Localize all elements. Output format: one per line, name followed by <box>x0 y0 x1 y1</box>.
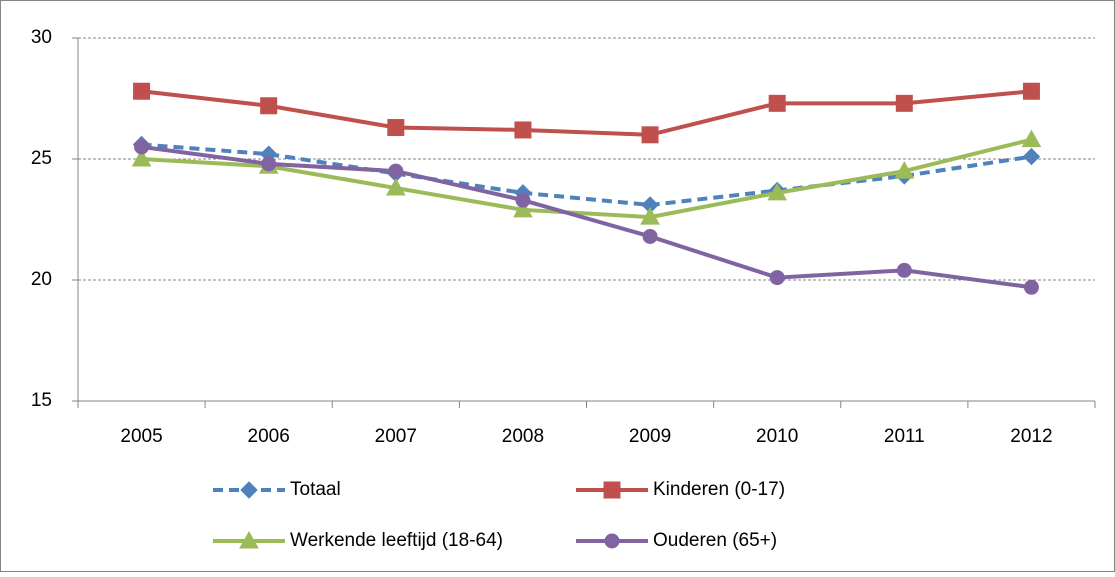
legend-label: Ouderen (65+) <box>653 530 777 551</box>
marker <box>640 207 660 225</box>
marker <box>239 530 259 549</box>
marker <box>133 82 151 100</box>
series-line <box>141 89 1032 137</box>
series-line <box>141 142 1032 207</box>
marker <box>767 182 788 201</box>
marker <box>134 139 150 155</box>
series-line <box>141 144 1032 290</box>
marker <box>261 156 277 172</box>
marker <box>895 94 913 112</box>
legend-label: Kinderen (0-17) <box>653 479 785 500</box>
marker <box>131 148 152 167</box>
marker <box>894 161 915 179</box>
y-tick-label: 30 <box>31 27 52 48</box>
marker <box>641 126 659 144</box>
marker <box>769 270 785 286</box>
x-tick-label: 2007 <box>375 426 417 447</box>
x-tick-label: 2012 <box>1010 426 1052 447</box>
x-tick-label: 2010 <box>756 426 798 447</box>
series-line <box>141 137 1032 220</box>
marker <box>603 481 621 499</box>
marker <box>1021 129 1042 148</box>
marker <box>1023 279 1039 295</box>
x-tick-label: 2006 <box>248 426 290 447</box>
marker <box>513 199 533 218</box>
marker <box>385 178 406 196</box>
marker <box>515 192 531 208</box>
legend-label: Totaal <box>290 479 341 500</box>
x-tick-label: 2011 <box>884 426 925 447</box>
marker <box>1022 82 1040 100</box>
marker <box>260 97 278 115</box>
marker <box>240 481 258 499</box>
y-tick-label: 15 <box>31 390 52 411</box>
x-tick-label: 2005 <box>120 426 162 447</box>
x-tick-label: 2009 <box>629 426 671 447</box>
marker <box>387 119 405 137</box>
marker <box>604 533 620 549</box>
marker <box>896 262 912 278</box>
marker <box>1022 147 1041 166</box>
marker <box>642 228 658 244</box>
marker <box>768 94 786 112</box>
y-tick-label: 20 <box>31 269 52 290</box>
y-tick-label: 25 <box>31 148 52 169</box>
legend-label: Werkende leeftijd (18-64) <box>290 530 503 551</box>
x-tick-label: 2008 <box>502 426 544 447</box>
marker <box>388 163 404 179</box>
marker <box>514 121 532 139</box>
